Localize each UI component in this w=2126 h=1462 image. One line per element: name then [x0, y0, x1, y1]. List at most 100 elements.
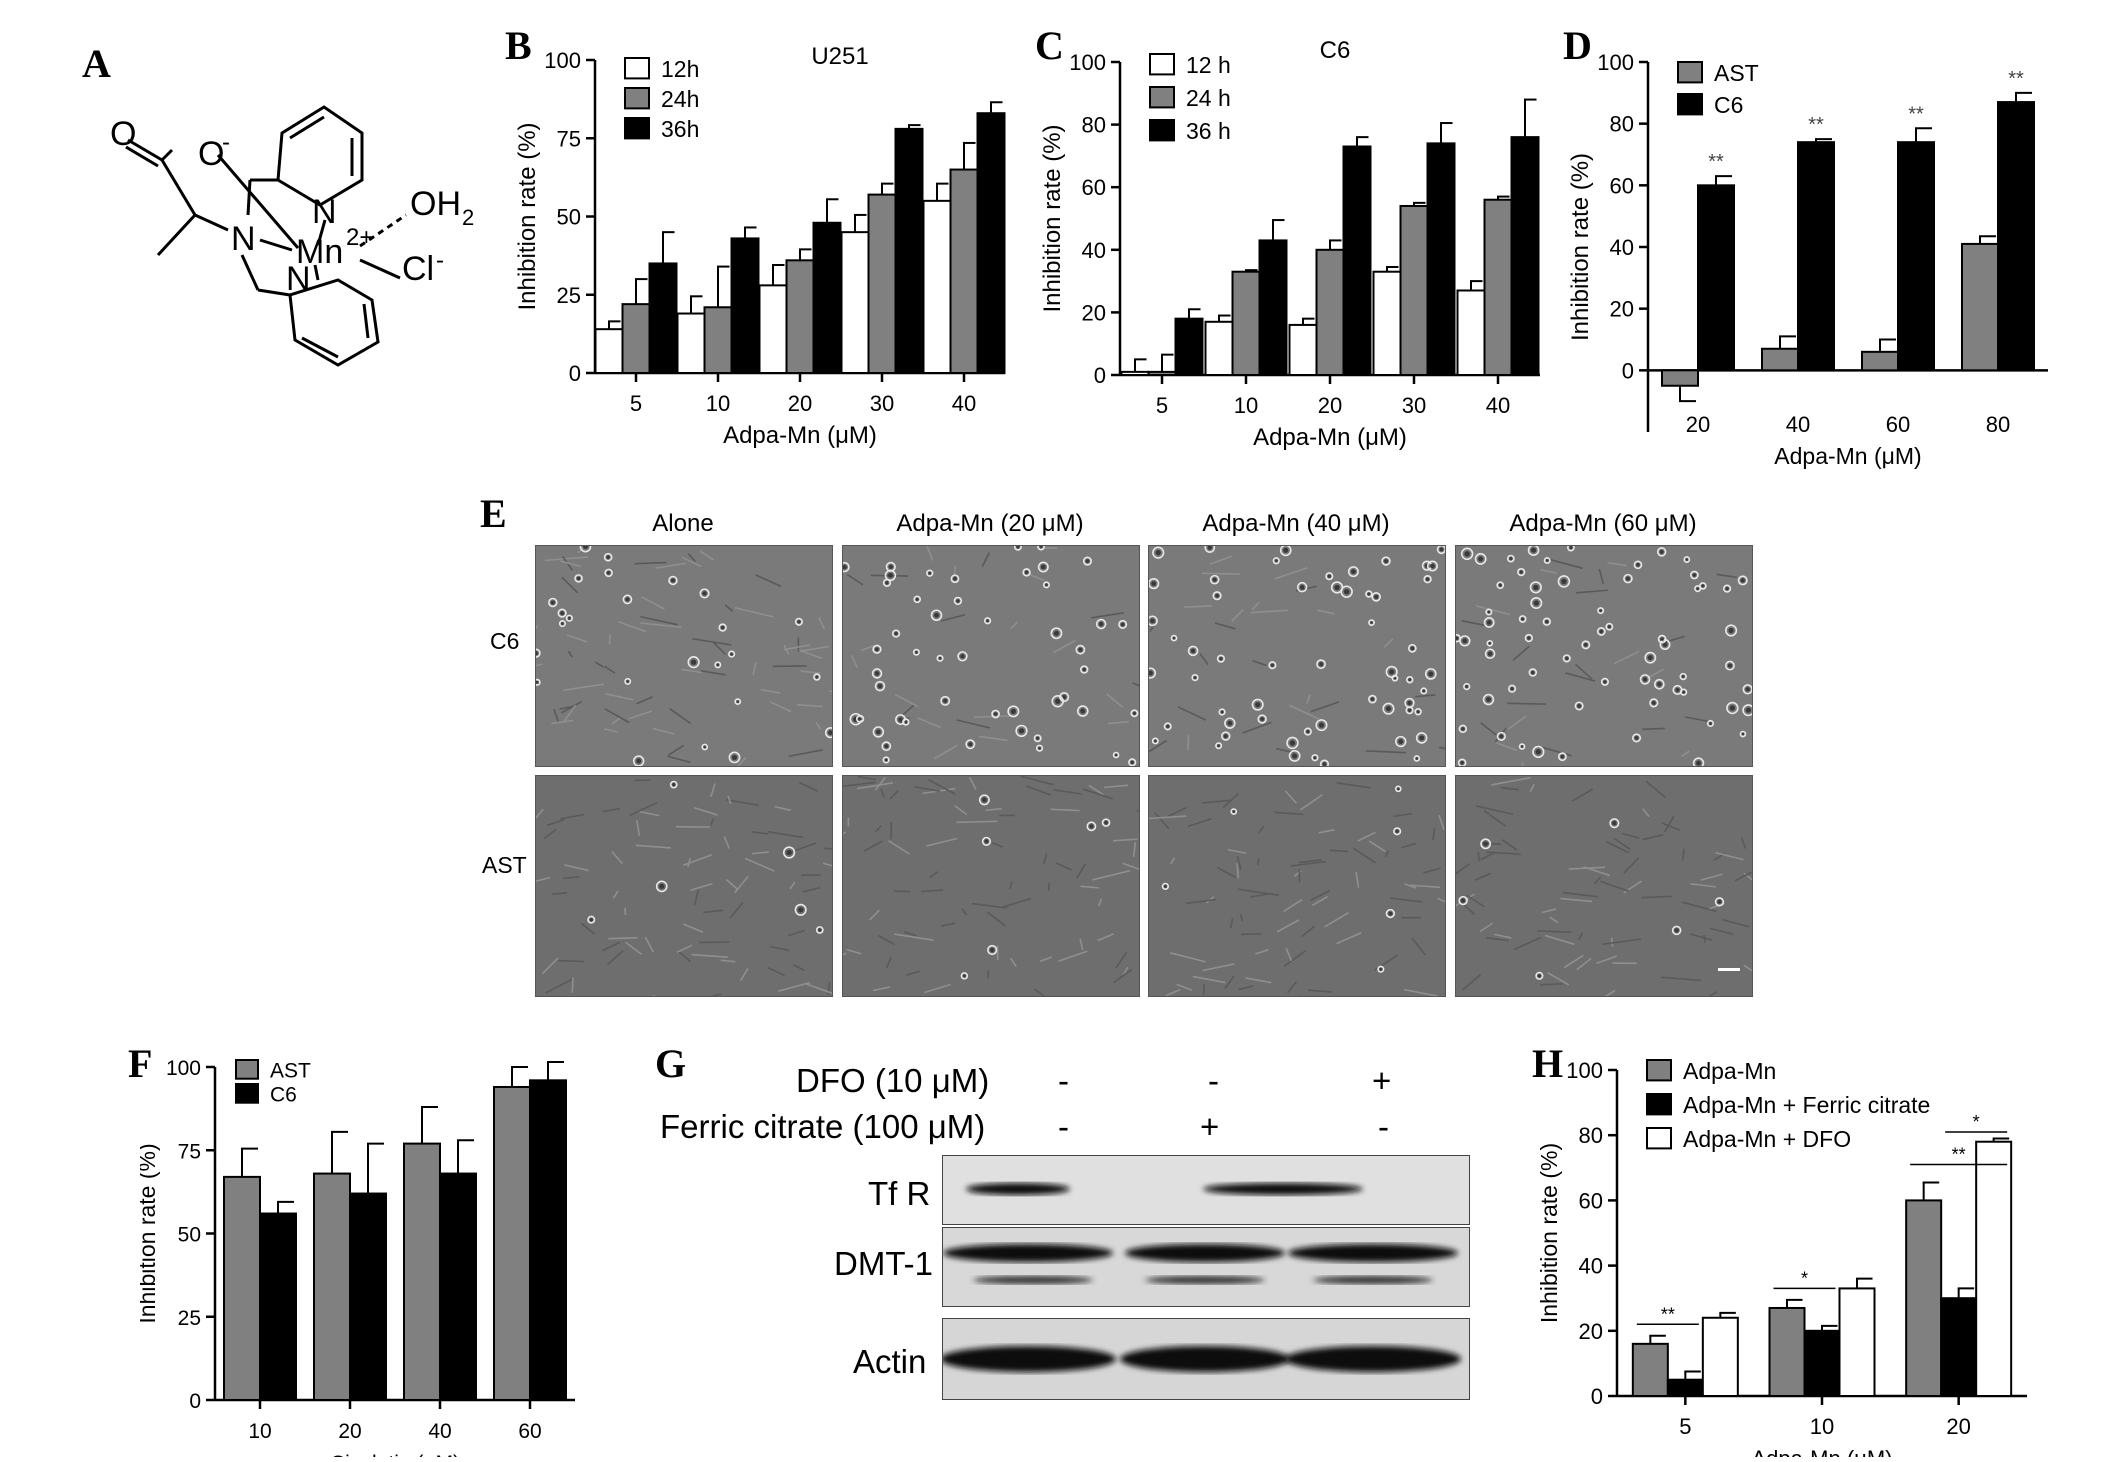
bar	[678, 314, 705, 373]
y-tick-label: 20	[1082, 300, 1106, 325]
chart-h: 02040608010051020Adpa-Mn (μM)Inhibition …	[1532, 1050, 2112, 1457]
blot-sign: -	[1208, 1062, 1219, 1100]
y-tick-label: 75	[557, 126, 581, 151]
y-tick-label: 0	[1622, 358, 1634, 383]
significance-label: **	[2008, 68, 2024, 90]
y-tick-label: 100	[1566, 1058, 1603, 1083]
y-tick-label: 80	[1579, 1123, 1603, 1148]
bar	[896, 129, 923, 373]
x-tick-label: 40	[1486, 393, 1510, 418]
bar	[1770, 1308, 1805, 1396]
y-tick-label: 20	[1610, 297, 1634, 322]
atom-carboxyl-o: O	[110, 115, 136, 153]
y-tick-label: 40	[1610, 235, 1634, 260]
x-tick-label: 20	[1318, 393, 1342, 418]
blot-band-dmt1	[942, 1227, 1470, 1307]
bar	[494, 1087, 530, 1400]
bar	[1798, 142, 1834, 370]
x-tick-label: 20	[338, 1420, 361, 1443]
legend-label: 36h	[661, 116, 699, 142]
bar	[260, 1214, 296, 1400]
atom-pyridine-n-top: N	[312, 193, 337, 231]
y-tick-label: 25	[178, 1307, 201, 1330]
structure-drawing: O O - N N N Mn 2+ OH 2 Cl -	[100, 80, 500, 380]
y-tick-label: 80	[1610, 112, 1634, 137]
bar	[314, 1174, 350, 1400]
bar	[1698, 185, 1734, 370]
legend-swatch	[1678, 62, 1702, 82]
bar	[1668, 1380, 1703, 1396]
x-tick-label: 10	[1810, 1414, 1834, 1439]
y-tick-label: 60	[1082, 175, 1106, 200]
bar	[1998, 102, 2034, 370]
legend-swatch	[1678, 94, 1702, 114]
bar	[623, 304, 650, 373]
micrograph-column-label-20: Adpa-Mn (20 μM)	[842, 510, 1138, 538]
x-tick-label: 60	[518, 1420, 541, 1443]
bar	[224, 1177, 260, 1400]
y-axis-label: Inhibition rate (%)	[140, 1143, 160, 1323]
bar	[760, 285, 787, 373]
legend-swatch	[1150, 87, 1174, 107]
legend-swatch	[1647, 1060, 1671, 1080]
x-tick-label: 10	[248, 1420, 271, 1443]
y-tick-label: 50	[557, 205, 581, 230]
y-tick-label: 50	[178, 1224, 201, 1247]
y-tick-label: 0	[1094, 363, 1106, 388]
legend-label: AST	[1714, 60, 1759, 86]
chart-title: C6	[1320, 40, 1351, 64]
blot-sign: -	[1058, 1062, 1069, 1100]
micrograph-column-label-alone: Alone	[535, 510, 831, 538]
x-tick-label: 10	[706, 391, 730, 416]
bar	[869, 195, 896, 373]
legend-swatch	[236, 1060, 258, 1079]
legend-swatch	[625, 118, 649, 138]
y-tick-label: 100	[166, 1057, 201, 1080]
bar	[732, 238, 759, 373]
x-tick-label: 30	[1402, 393, 1426, 418]
micrograph-image	[842, 775, 1140, 997]
bar	[404, 1144, 440, 1400]
y-tick-label: 80	[1082, 113, 1106, 138]
atom-amine-n: N	[231, 220, 256, 258]
chart-title: U251	[811, 43, 868, 70]
legend-label: C6	[1714, 92, 1743, 118]
bar	[978, 113, 1005, 373]
bar	[1762, 349, 1798, 371]
micrograph-column-label-40: Adpa-Mn (40 μM)	[1148, 510, 1444, 538]
atom-oh-subscript: 2	[462, 205, 474, 230]
bar	[1862, 352, 1898, 371]
y-tick-label: 100	[544, 48, 581, 73]
y-tick-label: 40	[1579, 1254, 1603, 1279]
micrograph-image	[842, 545, 1140, 767]
x-tick-label: 5	[1156, 393, 1168, 418]
bar	[1290, 325, 1317, 375]
y-axis-label: Inhibition rate (%)	[1536, 1143, 1562, 1323]
bar	[1401, 206, 1428, 375]
x-tick-label: 20	[788, 391, 812, 416]
bar	[1458, 290, 1485, 375]
y-axis-label: Inhibition rate (%)	[1039, 124, 1066, 312]
panel-label-g: G	[655, 1040, 686, 1087]
x-axis-label: Adpa-Mn (μM)	[1253, 424, 1407, 451]
significance-label: **	[1952, 1145, 1966, 1165]
micrograph-image	[1455, 775, 1753, 997]
bar	[530, 1080, 566, 1400]
micrograph-image	[1148, 545, 1446, 767]
legend-swatch	[625, 58, 649, 78]
micrograph-image	[1455, 545, 1753, 767]
bar	[1633, 1344, 1668, 1396]
blot-condition-dfo: DFO (10 μM)	[796, 1062, 989, 1100]
atom-cl-charge: -	[436, 247, 444, 274]
legend-label: Adpa-Mn	[1683, 1058, 1776, 1084]
legend-label: 12h	[661, 56, 699, 82]
bar	[1941, 1298, 1976, 1396]
bar	[1898, 142, 1934, 370]
atom-oh: OH	[410, 185, 461, 223]
x-axis-label: Cisplatin (μM)	[330, 1452, 460, 1457]
atom-cl: Cl	[402, 250, 434, 288]
x-axis-label: Adpa-Mn (μM)	[1751, 1446, 1892, 1457]
